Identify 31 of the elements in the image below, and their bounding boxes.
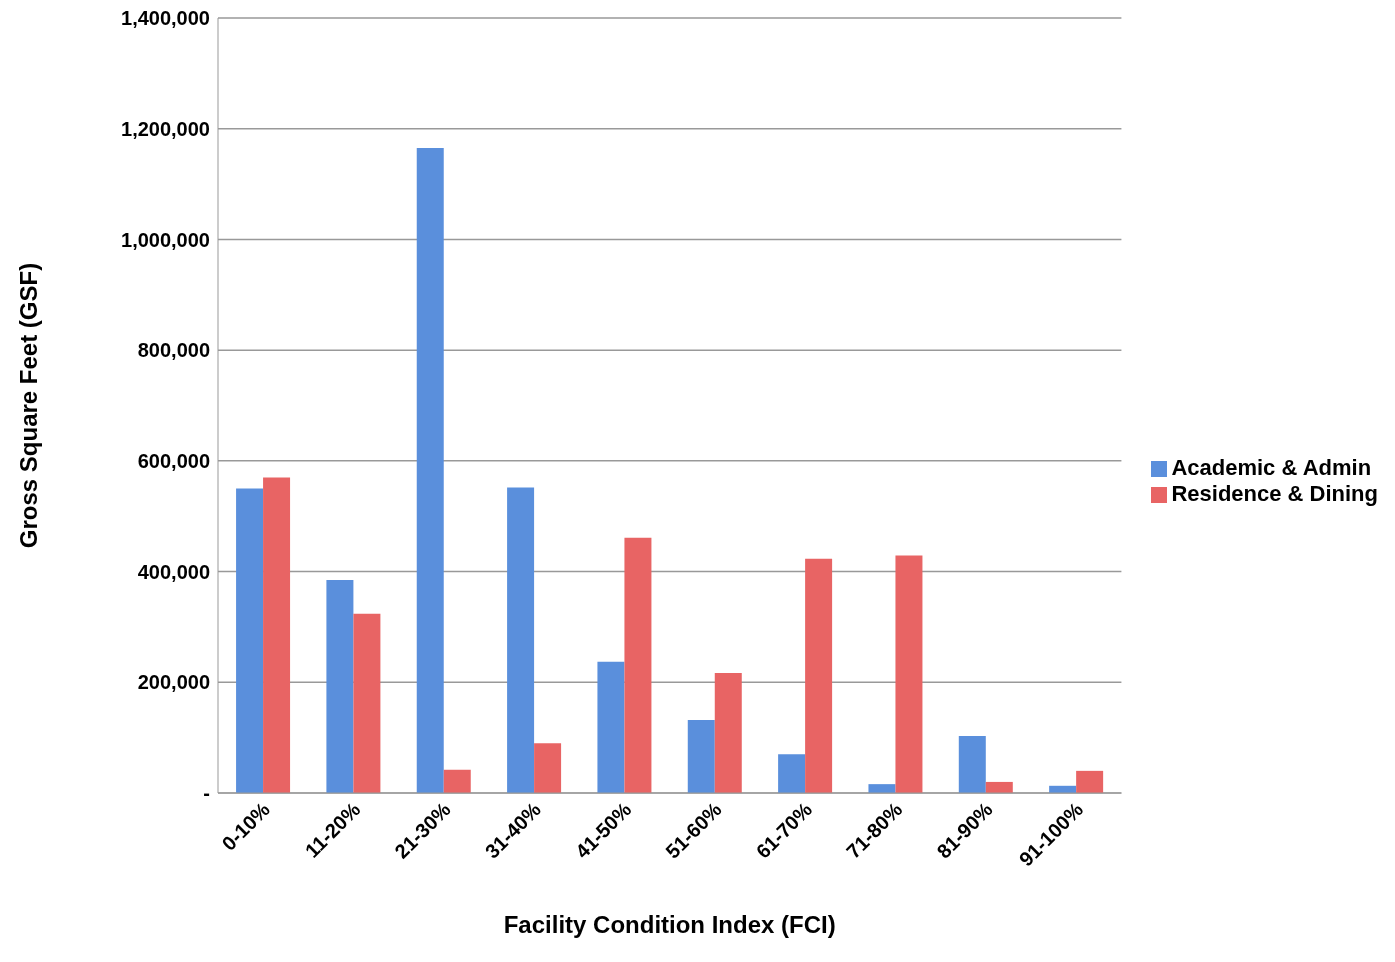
bar xyxy=(597,661,625,793)
bar xyxy=(326,579,354,793)
bar xyxy=(778,754,806,793)
bar xyxy=(805,558,833,793)
y-tick-label: 400,000 xyxy=(137,560,210,583)
y-tick-label: 200,000 xyxy=(137,671,210,694)
bar xyxy=(868,784,896,793)
y-tick-label: 800,000 xyxy=(137,339,210,362)
legend-label: Residence & Dining xyxy=(1171,480,1378,506)
bar xyxy=(263,477,291,793)
legend-label: Academic & Admin xyxy=(1171,454,1372,480)
y-tick-label: 1,000,000 xyxy=(121,228,210,251)
y-tick-label: 1,400,000 xyxy=(121,7,210,30)
y-tick-label: 1,200,000 xyxy=(121,117,210,140)
bar xyxy=(624,537,652,793)
bar xyxy=(507,487,535,793)
bar xyxy=(687,719,715,793)
y-tick-label: - xyxy=(203,782,210,805)
bar xyxy=(714,672,742,793)
bar xyxy=(958,735,986,793)
y-tick-label: 600,000 xyxy=(137,449,210,472)
bar xyxy=(416,148,444,793)
bar xyxy=(985,781,1013,793)
y-axis-title: Gross Square Feet (GSF) xyxy=(14,262,42,549)
bar xyxy=(353,613,381,793)
x-axis-title: Facility Condition Index (FCI) xyxy=(503,911,836,938)
bar xyxy=(236,488,264,793)
bar xyxy=(1076,770,1104,793)
bar xyxy=(895,555,923,793)
bar xyxy=(443,769,471,793)
bar xyxy=(534,743,562,793)
